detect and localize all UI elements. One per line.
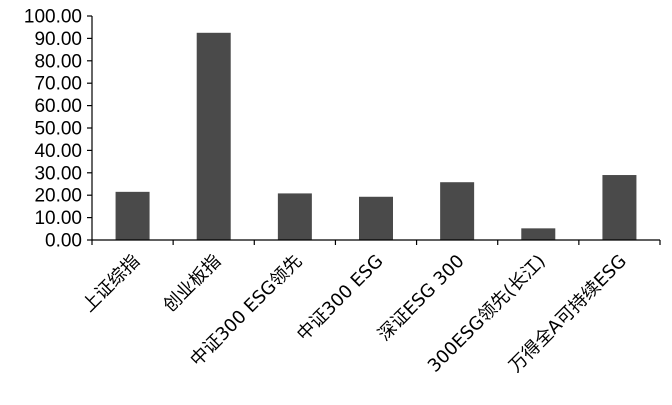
y-tick-label: 60.00 <box>34 96 82 117</box>
x-tick-label: 上证综指 <box>78 251 144 317</box>
y-tick-label: 100.00 <box>24 7 82 28</box>
bars-layer <box>115 32 637 240</box>
bar-3 <box>277 193 312 240</box>
y-tick-label: 50.00 <box>34 119 82 140</box>
y-tick-label: 70.00 <box>34 74 82 95</box>
bar-7 <box>602 175 637 240</box>
y-tick-label: 40.00 <box>34 141 82 162</box>
axes-layer <box>87 15 661 245</box>
y-tick-label: 20.00 <box>34 186 82 207</box>
y-tick-label: 10.00 <box>34 208 82 229</box>
y-tick-label: 30.00 <box>34 163 82 184</box>
x-tick-label: 创业板指 <box>159 251 225 317</box>
y-tick-labels: 0.0010.0020.0030.0040.0050.0060.0070.008… <box>24 7 82 252</box>
bar-6 <box>521 228 556 240</box>
bar-1 <box>115 191 150 240</box>
y-tick-label: 80.00 <box>34 51 82 72</box>
y-tick-label: 90.00 <box>34 29 82 50</box>
bar-2 <box>196 32 231 240</box>
bar-5 <box>440 182 475 240</box>
y-tick-label: 0.00 <box>45 231 82 252</box>
bar-4 <box>359 196 393 240</box>
